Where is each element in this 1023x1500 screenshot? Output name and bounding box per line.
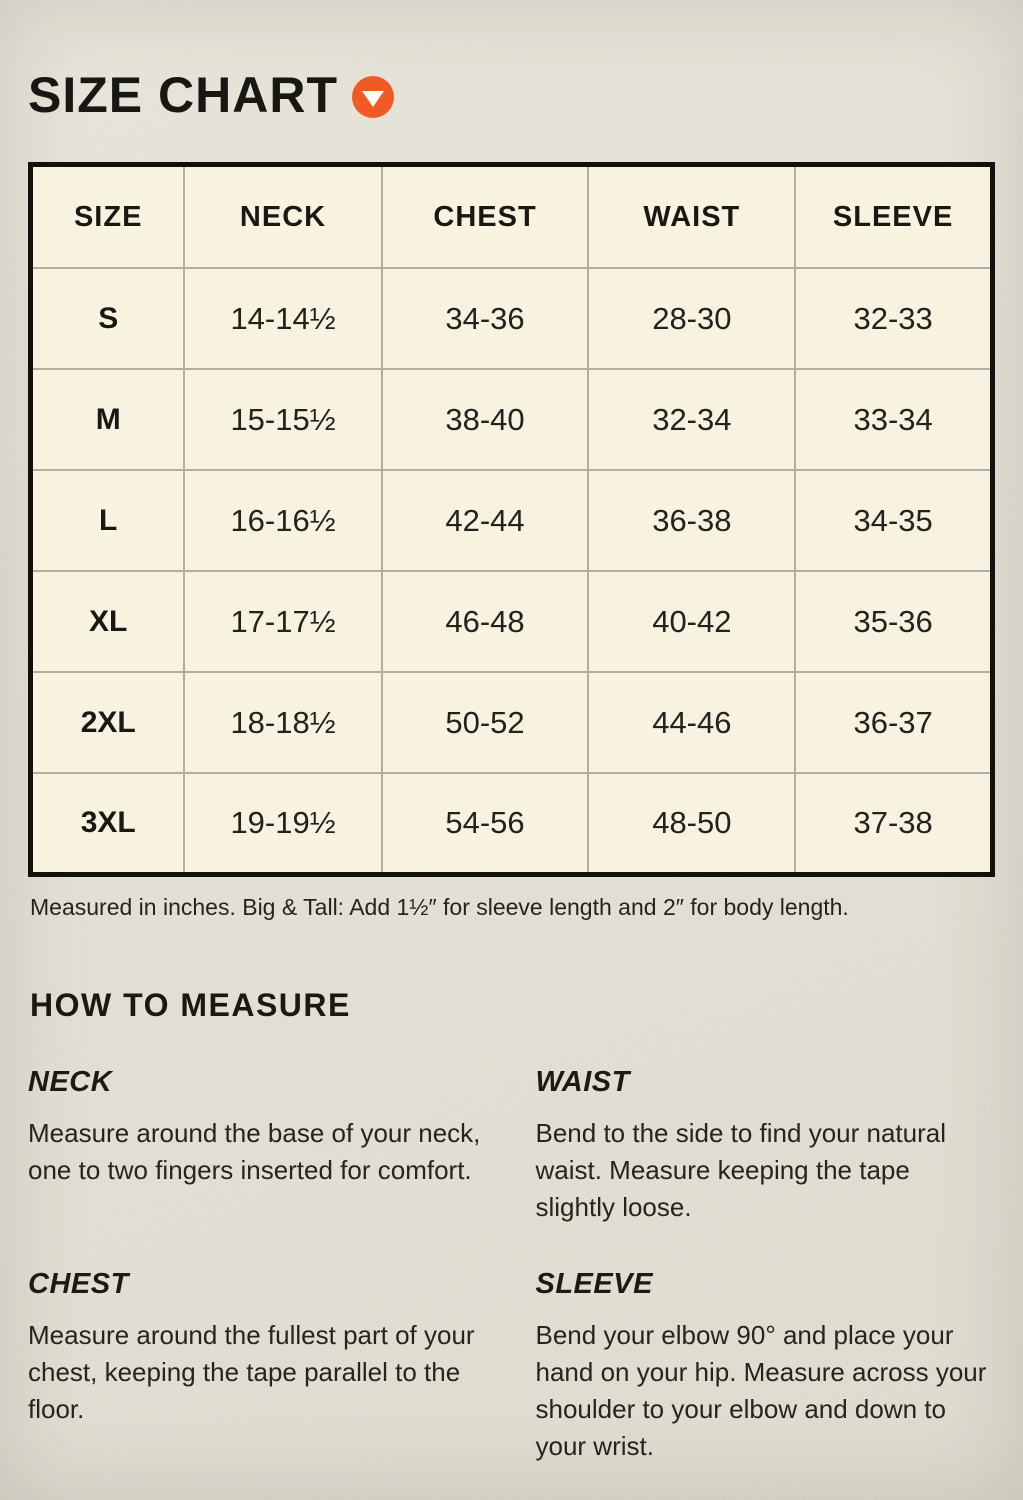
table-cell: 19-19½ [183,772,383,875]
measure-section-text: Measure around the base of your neck, on… [28,1117,481,1185]
column-header-size: SIZE [29,163,186,269]
measure-section-waist: WAIST Bend to the side to find your natu… [536,1066,996,1226]
row-label: 3XL [29,772,186,875]
how-to-measure-title: HOW TO MEASURE [30,986,351,1023]
table-row: L 16-16½ 42-44 36-38 34-35 [29,469,994,572]
table-row: 2XL 18-18½ 50-52 44-46 36-37 [29,671,994,774]
measure-section-label: WAIST [535,1065,630,1098]
column-header-chest: CHEST [380,163,590,269]
table-cell: 16-16½ [183,469,383,572]
table-cell: 36-37 [794,671,994,774]
table-cell: 15-15½ [183,368,383,471]
table-cell: 34-35 [794,469,994,572]
table-cell: 32-34 [587,368,797,471]
table-row: XL 17-17½ 46-48 40-42 35-36 [29,570,994,673]
column-header-sleeve: SLEEVE [794,163,994,269]
table-cell: 54-56 [380,772,590,875]
table-cell: 42-44 [380,469,590,572]
measure-section-label: SLEEVE [535,1267,653,1300]
measure-section-text: Bend to the side to find your natural wa… [535,1117,947,1222]
title-row: SIZE CHART [28,0,995,124]
table-cell: 44-46 [587,671,797,774]
measure-sections-grid: NECK Measure around the base of your nec… [28,1066,995,1465]
measure-section-label: CHEST [28,1267,129,1300]
row-label: M [29,368,186,471]
table-row: S 14-14½ 34-36 28-30 32-33 [29,267,994,370]
table-cell: 37-38 [794,772,994,875]
table-cell: 14-14½ [183,267,383,370]
row-label: L [29,469,186,572]
row-label: 2XL [29,671,186,774]
measure-section-label: NECK [28,1065,113,1098]
triangle-glyph [362,90,384,107]
table-cell: 38-40 [380,368,590,471]
table-cell: 35-36 [794,570,994,673]
table-header-row: SIZE NECK CHEST WAIST SLEEVE [29,163,994,269]
table-cell: 46-48 [380,570,590,673]
table-cell: 17-17½ [183,570,383,673]
measure-section-chest: CHEST Measure around the fullest part of… [28,1268,488,1465]
measure-section-text: Measure around the fullest part of your … [28,1319,475,1424]
table-row: 3XL 19-19½ 54-56 48-50 37-38 [29,772,994,875]
size-chart-table: SIZE NECK CHEST WAIST SLEEVE S 14-14½ 34… [28,162,995,877]
row-label: S [29,267,186,370]
table-cell: 18-18½ [183,671,383,774]
table-cell: 50-52 [380,671,590,774]
table-row: M 15-15½ 38-40 32-34 33-34 [29,368,994,471]
column-header-waist: WAIST [587,163,797,269]
column-header-neck: NECK [183,163,383,269]
table-cell: 33-34 [794,368,994,471]
table-cell: 48-50 [587,772,797,875]
measure-section-text: Bend your elbow 90° and place your hand … [535,1319,987,1461]
measure-section-sleeve: SLEEVE Bend your elbow 90° and place you… [536,1268,996,1465]
table-cell: 36-38 [587,469,797,572]
row-label: XL [29,570,186,673]
measurement-note: Measured in inches. Big & Tall: Add 1½″ … [30,893,849,920]
table-cell: 28-30 [587,267,797,370]
table-cell: 40-42 [587,570,797,673]
content-area: SIZE CHART SIZE NECK CHEST WAIST SLEEVE [28,0,995,1465]
measure-section-neck: NECK Measure around the base of your nec… [28,1066,488,1226]
chevron-down-icon[interactable] [352,76,394,118]
table-cell: 32-33 [794,267,994,370]
page-title: SIZE CHART [28,67,338,123]
table-cell: 34-36 [380,267,590,370]
